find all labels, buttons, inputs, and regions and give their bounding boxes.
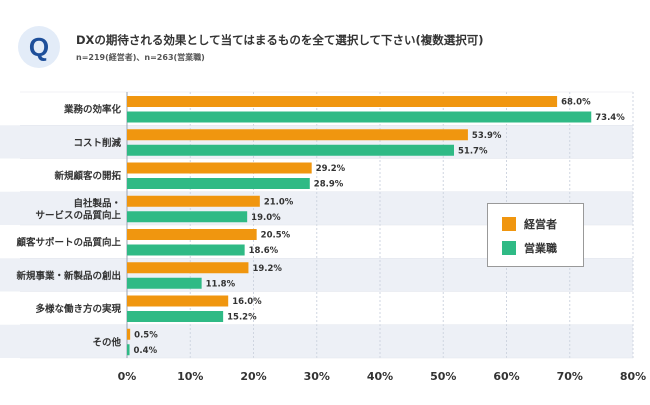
bar-series1: [127, 129, 468, 141]
bar-series2: [127, 144, 455, 156]
data-label: 0.5%: [134, 330, 158, 340]
x-tick-label: 40%: [367, 370, 393, 383]
bar-series2: [127, 311, 224, 322]
data-label: 53.9%: [472, 131, 502, 141]
category-label: 業務の効率化: [63, 104, 122, 116]
bar-series1: [127, 328, 131, 340]
bar-series1: [127, 162, 312, 174]
category-label: コスト削減: [73, 137, 121, 149]
bar-series1: [127, 96, 558, 107]
legend-swatch-series2: [502, 241, 516, 255]
x-tick-label: 20%: [240, 370, 266, 383]
x-tick-label: 70%: [557, 370, 583, 383]
x-tick-label: 80%: [620, 370, 646, 383]
bar-series2: [127, 277, 202, 289]
data-label: 20.5%: [261, 231, 291, 241]
data-label: 11.8%: [206, 279, 236, 289]
legend-item-series2: 営業職: [502, 240, 557, 256]
x-tick-label: 0%: [118, 370, 137, 383]
legend: 経営者 営業職: [487, 203, 584, 267]
data-label: 28.9%: [314, 180, 344, 190]
x-tick-label: 30%: [304, 370, 330, 383]
data-label: 0.4%: [134, 346, 158, 356]
category-label: 顧客サポートの品質向上: [16, 237, 121, 249]
bar-series2: [127, 211, 248, 223]
category-label: 新規事業・新製品の創出: [16, 270, 121, 282]
data-label: 18.6%: [249, 246, 279, 256]
legend-label-series1: 経営者: [524, 218, 557, 231]
legend-swatch-series1: [502, 217, 516, 231]
bar-series1: [127, 195, 260, 207]
legend-item-series1: 経営者: [502, 216, 557, 232]
data-label: 16.0%: [232, 297, 262, 307]
category-label: 多様な働き方の実現: [35, 303, 121, 315]
bar-series2: [127, 344, 130, 356]
bar-series1: [127, 295, 229, 307]
chart-subtitle: n=219(経営者)、n=263(営業職): [76, 53, 205, 62]
data-label: 51.7%: [458, 146, 488, 156]
data-label: 15.2%: [227, 313, 257, 323]
data-label: 68.0%: [561, 98, 591, 108]
bar-series1: [127, 262, 249, 274]
data-label: 21.0%: [264, 197, 294, 207]
x-tick-label: 60%: [493, 370, 519, 383]
bar-series2: [127, 111, 592, 123]
x-tick-label: 10%: [177, 370, 203, 383]
legend-label-series2: 営業職: [524, 242, 557, 255]
bar-series2: [127, 244, 245, 256]
data-label: 73.4%: [595, 113, 625, 123]
data-label: 19.0%: [251, 213, 281, 223]
category-label: 自社製品・: [73, 197, 121, 209]
data-label: 19.2%: [252, 264, 282, 274]
category-label: その他: [92, 336, 121, 348]
data-label: 29.2%: [316, 164, 346, 174]
chart-title: DXの期待される効果として当てはまるものを全て選択して下さい(複数選択可): [76, 33, 484, 47]
x-tick-label: 50%: [430, 370, 456, 383]
category-label: 新規顧客の開拓: [54, 170, 121, 182]
question-badge: Q: [18, 26, 60, 68]
bar-series1: [127, 229, 257, 240]
category-label: サービスの品質向上: [35, 209, 121, 221]
bar-series2: [127, 178, 310, 189]
